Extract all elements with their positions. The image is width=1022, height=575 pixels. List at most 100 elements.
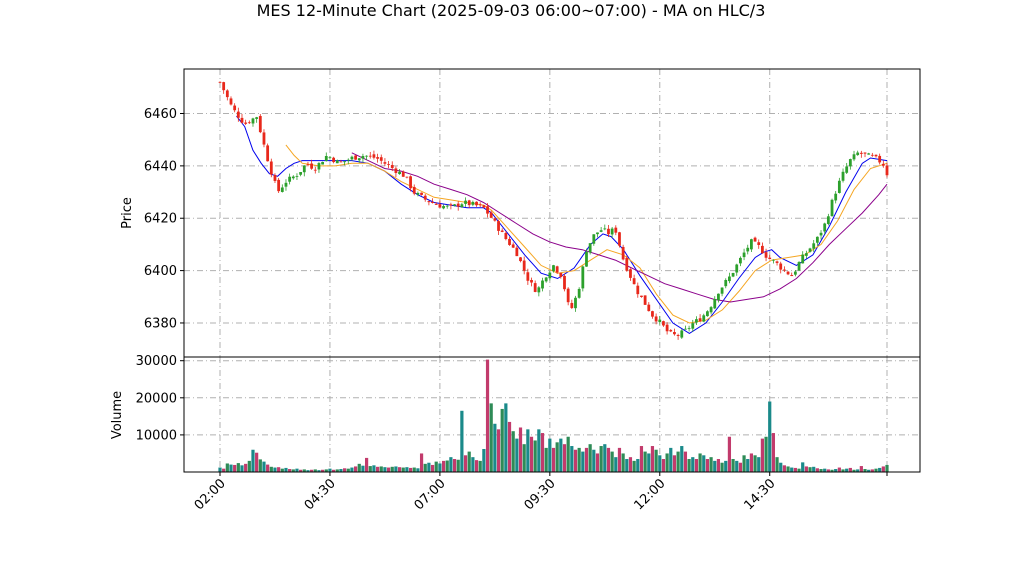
x-tick-label: 04:30 xyxy=(302,476,339,513)
volume-panel-frame xyxy=(183,356,921,473)
volume-bar xyxy=(438,463,442,472)
volume-bar xyxy=(353,466,358,472)
candle-body xyxy=(812,243,816,249)
candle-body xyxy=(574,297,577,309)
candle-body xyxy=(460,204,464,208)
candle-body xyxy=(328,157,332,159)
candle-body xyxy=(585,251,588,267)
candle-body xyxy=(420,192,423,195)
volume-bar xyxy=(368,466,372,472)
candle-body xyxy=(830,199,834,217)
volume-bar xyxy=(277,467,281,472)
volume-bar xyxy=(606,447,611,472)
volume-bar xyxy=(837,467,841,472)
candle-body xyxy=(566,288,570,303)
volume-bar xyxy=(830,469,834,472)
volume-bar xyxy=(394,466,398,472)
candle-body xyxy=(240,117,244,123)
candle-body xyxy=(702,315,706,322)
candle-body xyxy=(321,162,325,165)
volume-bar xyxy=(735,460,739,472)
volume-bar xyxy=(533,440,537,472)
candle-body xyxy=(361,155,365,159)
volume-bar xyxy=(617,447,622,472)
chart-title: MES 12-Minute Chart (2025-09-03 06:00~07… xyxy=(256,1,766,20)
volume-bar xyxy=(746,459,750,472)
candle-body xyxy=(735,264,739,273)
candle-body xyxy=(431,202,434,203)
volume-bar xyxy=(826,469,830,472)
candle-body xyxy=(548,272,552,279)
volume-bar xyxy=(724,460,728,472)
candle-body xyxy=(269,161,273,175)
volume-bar xyxy=(317,470,321,472)
volume-bar xyxy=(698,453,702,472)
candle-body xyxy=(251,118,255,124)
volume-bar xyxy=(372,465,376,472)
volume-bar xyxy=(753,455,757,472)
volume-bar xyxy=(551,447,556,472)
candle-body xyxy=(665,324,669,332)
volume-bar xyxy=(236,463,240,472)
candle-body xyxy=(277,179,281,192)
candle-body xyxy=(445,205,449,207)
volume-bar xyxy=(812,466,816,472)
candle-body xyxy=(504,233,508,240)
candle-body xyxy=(416,192,420,195)
price-panel-frame xyxy=(183,68,921,358)
volume-bar xyxy=(537,429,541,472)
price-tick-label: 6420 xyxy=(144,212,177,227)
candle-body xyxy=(848,159,852,167)
candle-body xyxy=(808,248,812,252)
volume-bar xyxy=(768,401,772,472)
volume-bar xyxy=(760,438,764,472)
candle-body xyxy=(834,193,838,201)
volume-bar xyxy=(306,470,310,472)
candle-body xyxy=(449,204,453,206)
volume-bar xyxy=(845,468,849,472)
price-axis-title: Price xyxy=(120,197,135,229)
volume-bar xyxy=(427,462,431,472)
candle-body xyxy=(273,175,277,181)
candle-body xyxy=(225,90,229,98)
volume-bar xyxy=(683,451,688,472)
candle-body xyxy=(775,261,779,263)
candle-body xyxy=(691,323,695,329)
candle-body xyxy=(684,328,687,330)
candle-body xyxy=(475,201,478,206)
candle-body xyxy=(350,156,354,160)
volume-bar xyxy=(592,449,596,472)
candle-body xyxy=(412,186,416,194)
candle-body xyxy=(552,265,555,272)
candle-body xyxy=(372,154,376,158)
candle-body xyxy=(478,204,482,206)
volume-bar xyxy=(881,466,885,472)
volume-bar xyxy=(416,468,420,472)
volume-bar xyxy=(786,466,790,472)
volume-bar xyxy=(364,457,369,472)
candle-body xyxy=(383,162,387,164)
candle-body xyxy=(247,122,251,124)
volume-bar xyxy=(408,467,413,472)
volume-bar xyxy=(797,468,801,472)
candle-body xyxy=(797,262,801,271)
volume-bar xyxy=(383,467,387,472)
candle-body xyxy=(746,247,750,252)
candle-body xyxy=(640,295,643,297)
candle-body xyxy=(610,228,614,235)
volume-bar xyxy=(258,459,262,472)
volume-bar xyxy=(449,457,453,472)
candle-body xyxy=(467,200,471,206)
candle-body xyxy=(790,275,794,277)
volume-bar xyxy=(507,421,512,472)
price-tick-label: 6460 xyxy=(144,107,177,122)
candle-body xyxy=(266,145,270,162)
candle-body xyxy=(856,152,860,156)
volume-bar xyxy=(870,469,874,472)
candle-body xyxy=(826,216,830,224)
volume-bar xyxy=(456,459,460,472)
candle-body xyxy=(379,157,383,161)
volume-bar xyxy=(621,453,625,472)
volume-bar xyxy=(603,444,607,472)
volume-bar xyxy=(738,462,743,472)
